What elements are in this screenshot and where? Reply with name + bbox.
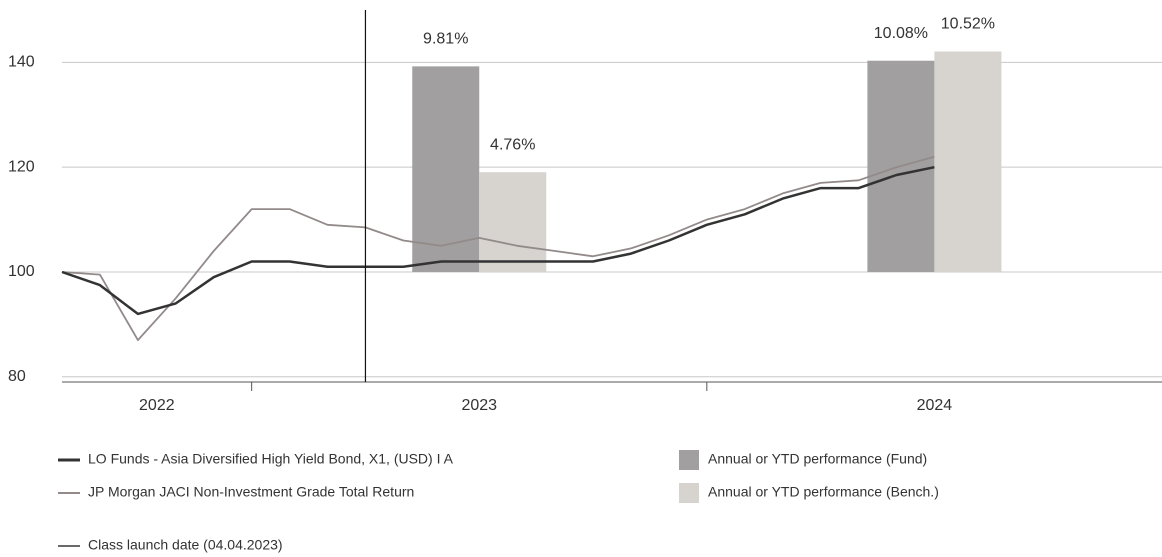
bar-value-label: 10.08%	[874, 25, 928, 42]
line-series	[61, 155, 935, 341]
y-tick-label: 100	[8, 263, 35, 280]
bar	[479, 172, 547, 272]
legend-swatch	[679, 483, 699, 503]
legend-label: LO Funds - Asia Diversified High Yield B…	[88, 451, 454, 467]
legend-label: JP Morgan JACI Non-Investment Grade Tota…	[88, 484, 414, 500]
legend-label: Annual or YTD performance (Fund)	[708, 451, 927, 467]
y-tick-label: 80	[8, 368, 26, 385]
y-tick-label: 140	[8, 54, 35, 71]
bar-value-label: 9.81%	[423, 31, 468, 48]
legend-swatch	[679, 450, 699, 470]
x-tick-label: 2024	[917, 397, 953, 414]
y-tick-label: 120	[8, 158, 35, 175]
x-tick-label: 2023	[461, 397, 497, 414]
bar	[934, 51, 1002, 272]
x-tick-label: 2022	[139, 397, 175, 414]
bar	[412, 66, 480, 272]
legend-label: Class launch date (04.04.2023)	[88, 537, 283, 553]
line-series	[61, 165, 935, 316]
bar-value-label: 4.76%	[490, 136, 535, 153]
bar-value-label: 10.52%	[941, 16, 995, 33]
legend-label: Annual or YTD performance (Bench.)	[708, 484, 939, 500]
